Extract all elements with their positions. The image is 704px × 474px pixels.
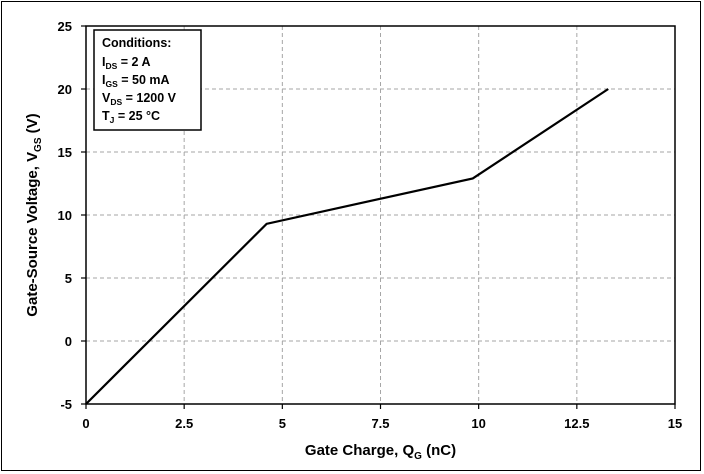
condition-vds-symbol: V — [102, 91, 111, 105]
y-tick-label: 15 — [58, 145, 72, 160]
gate-charge-curve — [85, 88, 609, 405]
x-tick-label: 10 — [471, 416, 485, 431]
x-axis-label: Gate Charge, QG (nC) — [305, 442, 456, 462]
condition-igs-symbol: I — [102, 73, 105, 87]
y-axis-label-unit: (V) — [24, 113, 41, 137]
condition-igs: IGS = 50 mA — [102, 73, 170, 89]
conditions-box: Conditions: IDS = 2 A IGS = 50 mA VDS = … — [93, 29, 202, 131]
x-tick-label: 7.5 — [371, 416, 389, 431]
y-axis-label: Gate-Source Voltage, VGS (V) — [24, 113, 44, 316]
condition-tj-subscript: J — [110, 115, 115, 125]
x-tick-label: 12.5 — [564, 416, 589, 431]
x-tick-label: 5 — [279, 416, 286, 431]
y-tick-label: 0 — [65, 334, 72, 349]
y-axis-label-main: Gate-Source Voltage, V — [24, 152, 41, 317]
y-tick-label: 20 — [58, 82, 72, 97]
condition-ids-value: = 2 A — [117, 55, 150, 69]
conditions-title: Conditions: — [102, 36, 171, 50]
condition-ids-symbol: I — [102, 55, 105, 69]
conditions-box-border — [93, 29, 202, 131]
condition-vds-value: = 1200 V — [122, 91, 177, 105]
x-tick-label: 0 — [82, 416, 89, 431]
y-tick-label: 25 — [58, 19, 72, 34]
y-tick-label: -5 — [60, 397, 72, 412]
condition-tj: TJ = 25 °C — [102, 109, 160, 125]
y-axis-ticks: -5 0 5 10 15 20 25 — [58, 19, 86, 412]
condition-ids: IDS = 2 A — [102, 55, 151, 71]
y-axis-label-subscript: GS — [33, 137, 44, 152]
condition-igs-value: = 50 mA — [118, 73, 170, 87]
condition-vds-subscript: DS — [110, 97, 122, 107]
condition-vds: VDS = 1200 V — [102, 91, 177, 107]
condition-ids-subscript: DS — [105, 61, 117, 71]
series-layer — [85, 88, 609, 405]
x-tick-label: 2.5 — [175, 416, 193, 431]
y-tick-label: 5 — [65, 271, 72, 286]
condition-igs-subscript: GS — [105, 79, 118, 89]
x-axis-label-unit: (nC) — [422, 442, 456, 459]
condition-tj-value: = 25 °C — [114, 109, 160, 123]
x-tick-label: 15 — [668, 416, 682, 431]
x-axis-label-main: Gate Charge, Q — [305, 442, 415, 459]
x-axis-ticks: 0 2.5 5 7.5 10 12.5 15 — [82, 404, 682, 431]
y-tick-label: 10 — [58, 208, 72, 223]
x-axis-label-subscript: G — [414, 451, 422, 462]
condition-tj-symbol: T — [102, 109, 110, 123]
